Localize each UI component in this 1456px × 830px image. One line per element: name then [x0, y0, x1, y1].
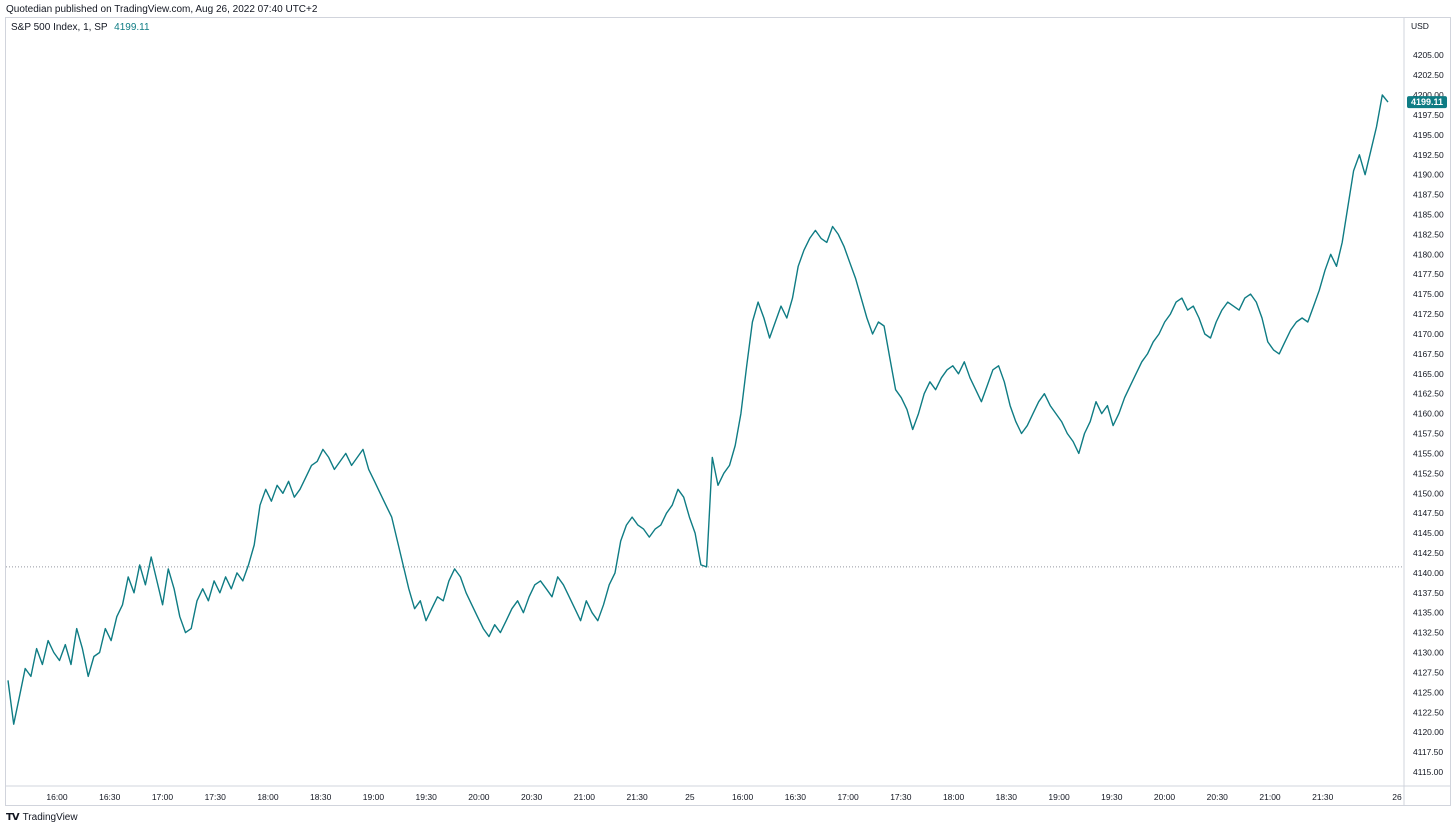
y-tick-label: 4182.50	[1413, 229, 1444, 239]
price-series-line	[7, 94, 1389, 725]
x-tick-label: 21:30	[1312, 792, 1334, 802]
last-price-tag	[1407, 96, 1447, 109]
legend-last-price: 4199.11	[114, 22, 150, 33]
y-tick-label: 4137.50	[1413, 588, 1444, 598]
last-price-tag-label: 4199.11	[1411, 97, 1443, 107]
x-tick-label: 18:30	[310, 792, 332, 802]
y-tick-label: 4175.00	[1413, 289, 1444, 299]
y-tick-label: 4140.00	[1413, 568, 1444, 578]
price-axis: USD 4115.00 4117.50 4120.00 4122.50 4125.00 41…	[1403, 18, 1444, 806]
y-tick-label: 4157.50	[1413, 429, 1444, 439]
x-tick-label: 19:30	[416, 792, 438, 802]
y-tick-label: 4190.00	[1413, 170, 1444, 180]
x-tick-label: 25	[685, 792, 695, 802]
y-tick-label: 4187.50	[1413, 190, 1444, 200]
x-tick-label: 21:00	[1259, 792, 1281, 802]
x-tick-label: 26	[1392, 792, 1402, 802]
x-tick-label: 17:00	[152, 792, 174, 802]
y-tick-label: 4132.50	[1413, 628, 1444, 638]
x-tick-label: 21:30	[626, 792, 648, 802]
x-tick-label: 21:00	[574, 792, 596, 802]
x-tick-label: 20:30	[521, 792, 543, 802]
y-tick-label: 4160.00	[1413, 409, 1444, 419]
y-tick-label: 4150.00	[1413, 488, 1444, 498]
y-tick-label: 4145.00	[1413, 528, 1444, 538]
x-tick-label: 20:00	[1154, 792, 1176, 802]
y-tick-label: 4165.00	[1413, 369, 1444, 379]
y-tick-label: 4125.00	[1413, 687, 1444, 697]
y-tick-label: 4130.00	[1413, 648, 1444, 658]
price-tag-layer: 4199.11	[1407, 96, 1447, 109]
x-tick-label: 16:30	[99, 792, 121, 802]
x-tick-label: 16:30	[785, 792, 807, 802]
x-tick-label: 16:00	[46, 792, 68, 802]
symbol-legend[interactable]: S&P 500 Index, 1, SP 4199.11	[11, 22, 150, 33]
footer-brand[interactable]: TradingView	[22, 812, 78, 823]
y-tick-label: 4120.00	[1413, 727, 1444, 737]
y-tick-label: 4117.50	[1413, 747, 1443, 757]
y-tick-label: 4147.50	[1413, 508, 1444, 518]
x-tick-label: 18:00	[943, 792, 965, 802]
chart-frame	[5, 17, 1451, 806]
publish-info: Quotedian published on TradingView.com, …	[6, 4, 318, 15]
footer: TV TradingView	[6, 812, 78, 823]
x-tick-label: 18:00	[257, 792, 279, 802]
y-tick-label: 4180.00	[1413, 249, 1444, 259]
y-tick-label: 4197.50	[1413, 110, 1444, 120]
y-tick-label: 4142.50	[1413, 548, 1444, 558]
y-tick-label: 4122.50	[1413, 707, 1444, 717]
series-layer	[7, 94, 1389, 725]
x-tick-label: 20:00	[468, 792, 490, 802]
y-tick-label: 4202.50	[1413, 70, 1444, 80]
x-tick-label: 17:30	[890, 792, 912, 802]
y-tick-label: 4170.00	[1413, 329, 1444, 339]
y-tick-label: 4135.00	[1413, 608, 1444, 618]
x-tick-label: 19:00	[363, 792, 385, 802]
y-tick-label: 4152.50	[1413, 468, 1444, 478]
y-tick-label: 4155.00	[1413, 448, 1444, 458]
y-tick-label: 4177.50	[1413, 269, 1444, 279]
x-tick-label: 19:30	[1101, 792, 1123, 802]
time-axis: 16:00 16:30 17:00 17:30 18:00 18:30 19:00 19:30…	[6, 785, 1451, 802]
y-tick-label: 4127.50	[1413, 667, 1444, 677]
y-tick-label: 4205.00	[1413, 50, 1444, 60]
y-tick-label: 4115.00	[1413, 767, 1443, 777]
x-tick-label: 20:30	[1207, 792, 1229, 802]
y-tick-label: 4195.00	[1413, 130, 1444, 140]
x-tick-label: 19:00	[1048, 792, 1070, 802]
y-tick-label: 4200.00	[1413, 90, 1444, 100]
currency-label: USD	[1411, 21, 1429, 31]
x-tick-label: 16:00	[732, 792, 754, 802]
tradingview-logo-icon: TV	[6, 812, 20, 823]
x-tick-label: 17:30	[205, 792, 227, 802]
y-tick-label: 4162.50	[1413, 389, 1444, 399]
y-tick-label: 4185.00	[1413, 210, 1444, 220]
y-tick-label: 4172.50	[1413, 309, 1444, 319]
y-tick-label: 4167.50	[1413, 349, 1444, 359]
symbol-label: S&P 500 Index, 1, SP	[11, 22, 108, 33]
x-tick-label: 18:30	[996, 792, 1018, 802]
y-tick-label: 4192.50	[1413, 150, 1444, 160]
x-tick-label: 17:00	[837, 792, 859, 802]
